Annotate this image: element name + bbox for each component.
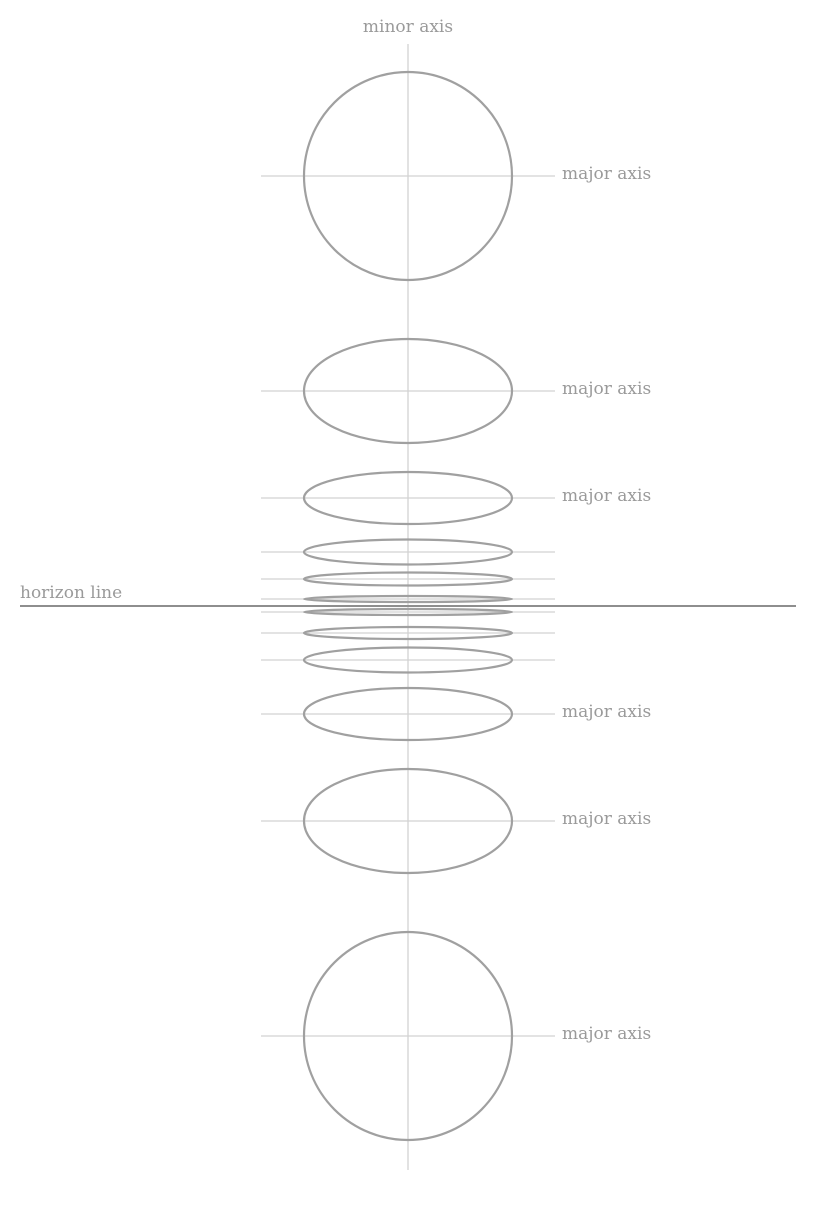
ellipse-1 (302, 70, 514, 282)
ellipse-11 (302, 767, 514, 875)
major-axis-label: major axis (562, 1024, 651, 1044)
major-axis-label: major axis (562, 164, 651, 184)
major-axis-label: major axis (562, 809, 651, 829)
minor-axis-label: minor axis (363, 17, 453, 37)
ellipse-group: major axis major axis major axis major axis… (261, 70, 651, 1142)
ellipse-2 (302, 337, 514, 445)
ellipse-5 (302, 571, 514, 587)
major-axis-label: major axis (562, 379, 651, 399)
ellipse-8 (302, 625, 514, 641)
ellipse-12 (302, 930, 514, 1142)
ellipse-9 (302, 646, 514, 674)
major-axis-label: major axis (562, 486, 651, 506)
ellipse-3 (302, 470, 514, 526)
ellipse-6 (302, 594, 514, 604)
ellipse-7 (302, 607, 514, 617)
ellipse-10 (302, 686, 514, 742)
major-axis-label: major axis (562, 702, 651, 722)
horizon-line-label: horizon line (20, 583, 122, 603)
ellipse-4 (302, 538, 514, 566)
